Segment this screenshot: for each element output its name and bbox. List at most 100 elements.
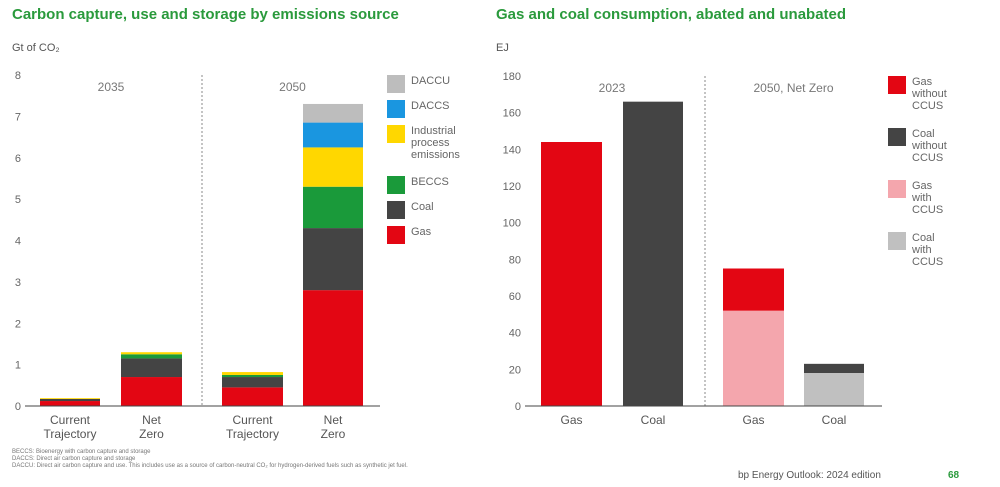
left-bar-industrial	[121, 352, 182, 355]
right-chart-unit: EJ	[496, 42, 509, 54]
left-x-tick-label: Net	[142, 413, 161, 427]
legend-swatch	[387, 176, 405, 194]
left-y-tick-label: 6	[15, 153, 21, 165]
legend-item-gas: Gas	[387, 226, 431, 244]
right-bar-gas_ccus	[723, 310, 784, 406]
right-y-tick-label: 140	[503, 144, 521, 156]
legend-swatch	[888, 76, 906, 94]
legend-label: Gas without CCUS	[912, 76, 947, 112]
right-x-tick-label: Gas	[742, 413, 764, 427]
left-x-tick-label: Trajectory	[226, 427, 279, 441]
right-y-tick-label: 40	[509, 328, 521, 340]
right-chart-title: Gas and coal consumption, abated and una…	[496, 6, 847, 23]
left-x-tick-label: Net	[324, 413, 343, 427]
footnote: DACCS: Direct air carbon capture and sto…	[12, 456, 136, 462]
left-group-label: 2035	[98, 80, 125, 94]
legend-item-daccu: DACCU	[387, 75, 450, 93]
legend-item-daccs: DACCS	[387, 100, 450, 118]
right-bar-coal_ccus	[804, 373, 864, 406]
legend-item-coal: Coal without CCUS	[888, 128, 947, 164]
left-bar-coal	[222, 377, 283, 388]
left-bar-coal	[40, 398, 100, 402]
left-y-tick-label: 3	[15, 277, 21, 289]
legend-label: Coal with CCUS	[912, 232, 943, 268]
right-bar-gas	[723, 268, 784, 311]
right-y-tick-label: 160	[503, 108, 521, 120]
page-number: 68	[948, 470, 960, 481]
legend-item-gas_ccus: Gas with CCUS	[888, 180, 943, 216]
legend-swatch	[888, 232, 906, 250]
left-bar-coal	[303, 228, 363, 291]
legend-item-coal: Coal	[387, 201, 434, 219]
legend-label: BECCS	[411, 176, 449, 188]
legend-label-line: without	[912, 88, 947, 100]
right-bar-gas	[541, 142, 602, 406]
left-y-tick-label: 0	[15, 401, 21, 413]
left-bar-daccs	[303, 122, 363, 148]
legend-label-line: Gas	[411, 226, 432, 238]
legend-label: Industrial process emissions	[411, 125, 460, 161]
left-chart-title: Carbon capture, use and storage by emiss…	[12, 6, 399, 23]
left-x-tick-label: Zero	[321, 427, 346, 441]
right-group-label: 2023	[599, 81, 626, 95]
left-group-label: 2050	[279, 80, 306, 94]
legend-item-coal_ccus: Coal with CCUS	[888, 232, 943, 268]
right-y-tick-label: 120	[503, 181, 521, 193]
legend-label-line: CCUS	[912, 204, 944, 216]
left-bar-coal	[121, 358, 182, 378]
right-x-tick-label: Gas	[560, 413, 582, 427]
footer-brand: bp Energy Outlook: 2024 edition	[738, 470, 881, 481]
legend-swatch	[888, 128, 906, 146]
right-y-tick-label: 60	[509, 291, 521, 303]
legend-item-beccs: BECCS	[387, 176, 449, 194]
left-bar-gas	[303, 290, 363, 406]
left-bar-industrial	[222, 372, 283, 375]
legend-label-line: Coal	[912, 232, 935, 244]
legend-swatch	[387, 201, 405, 219]
left-y-tick-label: 8	[15, 70, 21, 82]
legend-label-line: Coal	[912, 128, 935, 140]
left-bar-industrial	[40, 398, 100, 399]
left-y-tick-label: 2	[15, 318, 21, 330]
legend-label: DACCU	[411, 75, 450, 87]
right-bar-coal	[804, 363, 864, 373]
left-bar-industrial	[303, 147, 363, 187]
left-y-tick-label: 1	[15, 360, 21, 372]
left-bar-beccs	[222, 374, 283, 378]
footnotes: BECCS: Bioenergy with carbon capture and…	[12, 449, 408, 470]
legend-label-line: CCUS	[912, 256, 944, 268]
right-bar-coal	[623, 101, 683, 407]
legend-label-line: CCUS	[912, 100, 944, 112]
left-x-tick-label: Current	[232, 413, 273, 427]
left-bar-gas	[121, 377, 182, 406]
legend-swatch	[387, 100, 405, 118]
left-bar-beccs	[121, 354, 182, 359]
legend-label: Coal	[411, 201, 434, 213]
legend-label: Gas	[411, 226, 431, 238]
left-x-tick-label: Zero	[139, 427, 164, 441]
left-y-tick-label: 7	[15, 111, 21, 123]
left-bar-gas	[40, 401, 100, 406]
legend-label-line: process	[411, 137, 450, 149]
legend-label-line: CCUS	[912, 152, 944, 164]
legend-label-line: emissions	[411, 149, 460, 161]
left-bar-beccs	[303, 186, 363, 229]
left-bar-daccu	[303, 103, 363, 123]
left-bar-gas	[222, 387, 283, 406]
legend-label-line: with	[912, 244, 932, 256]
left-chart-unit: Gt of CO₂	[12, 42, 60, 54]
footnote: DACCU: Direct air carbon capture and use…	[12, 463, 408, 469]
right-y-tick-label: 180	[503, 71, 521, 83]
left-x-tick-label: Current	[50, 413, 91, 427]
legend-swatch	[387, 125, 405, 143]
right-group-label: 2050, Net Zero	[753, 81, 833, 95]
legend-label-line: Gas	[912, 180, 933, 192]
legend-label-line: without	[912, 140, 947, 152]
right-y-tick-label: 20	[509, 364, 521, 376]
legend-label-line: Industrial	[411, 125, 456, 137]
legend-label-line: DACCU	[411, 75, 451, 87]
legend-label: Coal without CCUS	[912, 128, 947, 164]
right-y-tick-label: 100	[503, 218, 521, 230]
left-y-tick-label: 5	[15, 194, 21, 206]
